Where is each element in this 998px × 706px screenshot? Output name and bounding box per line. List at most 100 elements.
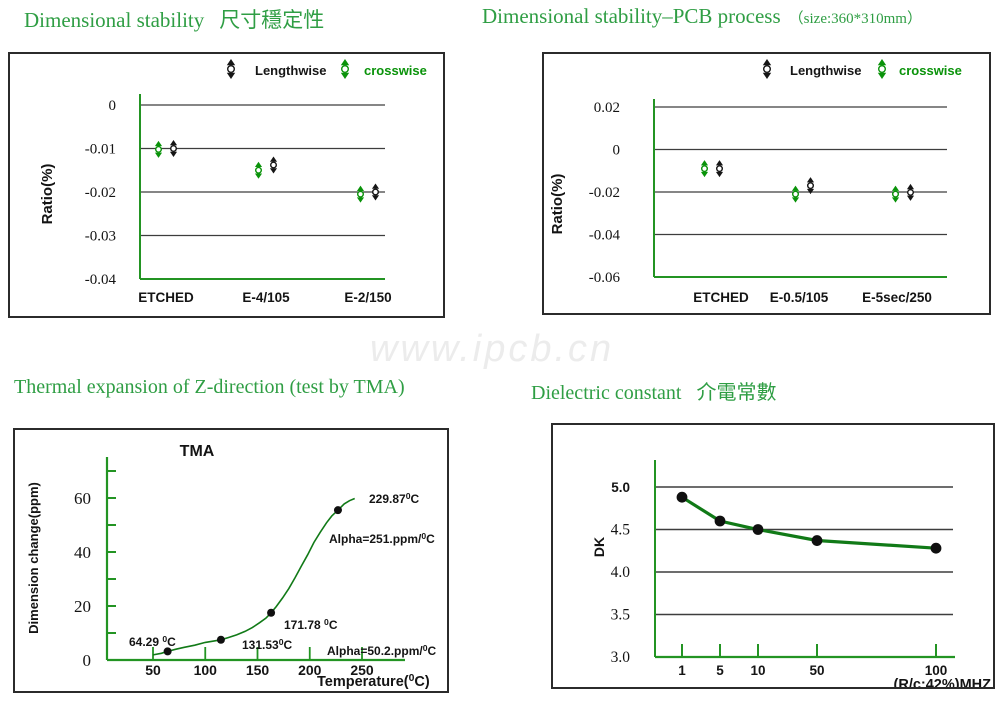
arrow-down-icon [154,152,163,158]
circle-icon [878,64,887,73]
chart-panel-dimensional-stability: 0 -0.01 -0.02 -0.03 -0.04 Ratio(%) ETCHED E-4/1… [8,52,445,318]
title-dimensional-stability: Dimensional stability 尺寸穩定性 [24,4,324,34]
arrow-down-icon [762,72,772,79]
data-markers [154,140,380,203]
x-axis-title: (R/c:42%)MHZ [894,677,992,687]
arrow-up-icon [154,140,163,147]
arrow-up-icon [906,183,915,190]
y-axis-title: Ratio(%) [39,164,56,225]
dielectric-constant-chart: 5.0 4.5 4.0 3.5 3.0 1 5 10 50 100 DK (R/c:42%)MHZ [591,460,992,687]
x-tick-label: 100 [925,663,948,678]
circle-icon [700,165,709,173]
circle-icon [715,165,724,173]
arrow-down-icon [806,188,815,195]
chart-title: TMA [180,443,215,460]
marker-lengthwise [371,183,380,201]
tma-curve [152,497,356,656]
arrow-down-icon [269,168,278,174]
annotation: 171.78 0C [284,617,338,632]
chart-panel-dielectric-constant: 5.0 4.5 4.0 3.5 3.0 1 5 10 50 100 DK (R/c:42%)MHZ [551,423,995,689]
y-tick-label: 40 [74,543,91,562]
y-tick-label: 0 [109,98,117,114]
title-text: Dimensional stability–PCB process [482,4,781,28]
circle-icon [356,190,365,198]
data-point [714,515,726,527]
data-point [163,647,172,656]
y-tick-label: 4.0 [611,564,631,581]
arrow-up-icon [226,59,236,66]
y-axis-title: Dimension change(ppm) [26,482,41,634]
annotation: 229.870C [369,491,420,506]
watermark: www.ipcb.cn [370,328,615,370]
y-tick-label: -0.02 [85,185,116,201]
y-tick-label: -0.06 [589,270,621,286]
x-tick-label: 5 [716,663,724,678]
dimensional-stability-chart: 0 -0.01 -0.02 -0.03 -0.04 Ratio(%) ETCHED E-4/1… [39,59,427,305]
legend-icon-crosswise [340,59,350,79]
x-tick-label: 1 [678,663,686,678]
arrow-down-icon [371,195,380,201]
arrow-down-icon [169,151,178,157]
arrow-up-icon [715,160,724,166]
arrow-up-icon [877,59,887,66]
y-tick-label: 0.02 [594,100,620,116]
y-tick-label: 20 [74,597,91,616]
arrow-up-icon [791,185,800,191]
arrow-up-icon [254,161,263,168]
circle-icon [154,145,163,153]
circle-icon [791,190,800,198]
data-point [930,542,942,554]
marker-lengthwise [269,156,278,174]
y-tick-label: -0.04 [589,228,621,244]
legend-label: crosswise [364,63,427,78]
annotation: Alpha=50.2.ppm/0C [327,643,437,658]
x-category-label: ETCHED [693,290,749,305]
x-category-label: ETCHED [138,290,194,305]
circle-icon [371,188,380,196]
marker-lengthwise [806,177,815,195]
circle-icon [762,64,771,73]
title-text: Dimensional stability [24,8,205,32]
data-point [333,506,342,515]
arrow-down-icon [356,197,365,203]
x-category-label: E-4/105 [242,290,290,305]
circle-icon [169,144,178,153]
y-axis-title: Ratio(%) [549,174,566,235]
arrow-up-icon [169,140,178,146]
chart-panel-tma: TMA 0 20 40 60 50 100 150 200 250 64.29 0C 131.530C… [13,428,449,693]
legend: Lengthwise crosswise [226,59,427,79]
y-tick-label: 0 [83,651,92,670]
title-dimensional-stability-pcb: Dimensional stability–PCB process （size:3… [482,4,922,29]
title-text: Thermal expansion of Z-direction (test b… [14,376,405,398]
x-tick-label: 50 [809,663,824,678]
y-tick-label: 60 [74,489,91,508]
marker-crosswise [791,185,800,203]
arrow-down-icon [791,197,800,203]
y-tick-label: 3.0 [611,649,631,666]
arrow-up-icon [356,185,365,191]
legend-icon-lengthwise [762,59,772,79]
title-dielectric-constant: Dielectric constant 介電常數 [531,376,777,405]
marker-lengthwise [906,183,915,201]
legend-label: Lengthwise [790,63,862,78]
arrow-down-icon [715,171,724,178]
arrow-up-icon [371,183,380,189]
title-cjk: 尺寸穩定性 [219,8,325,32]
y-tick-label: 4.5 [611,522,631,539]
arrow-up-icon [891,185,900,191]
x-axis-title: Temperature(0C) [317,673,430,690]
y-axis-title: DK [591,537,607,557]
marker-crosswise [254,161,263,179]
circle-icon [254,166,263,174]
y-tick-label: -0.04 [85,272,117,288]
arrow-up-icon [269,156,278,162]
x-category-label: E-0.5/105 [770,290,829,305]
legend-icon-lengthwise [226,59,236,79]
x-tick-label: 200 [298,662,322,678]
y-tick-label: 0 [613,143,621,159]
data-point [811,535,823,546]
arrow-up-icon [700,160,709,166]
arrow-down-icon [254,173,263,179]
data-point [267,608,276,617]
arrow-up-icon [806,177,815,183]
